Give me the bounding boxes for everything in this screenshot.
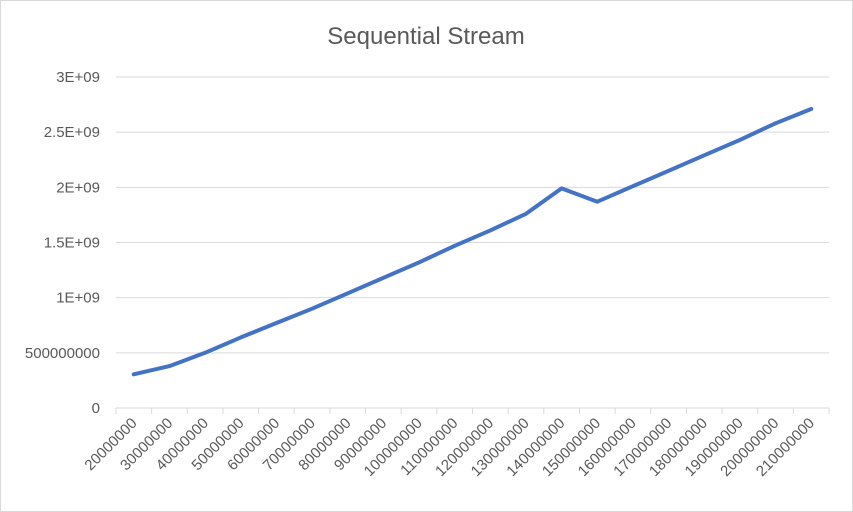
chart-title: Sequential Stream	[327, 23, 524, 50]
x-axis: 2000000030000000400000005000000060000000…	[81, 408, 830, 480]
y-axis: 0 500000000 1E+09 1.5E+09 2E+09 2.5E+09 3E+09	[25, 69, 100, 417]
y-tick-label: 1.5E+09	[44, 235, 100, 252]
gridlines	[116, 76, 829, 409]
y-tick-label: 2.5E+09	[44, 124, 100, 141]
y-tick-label: 1E+09	[56, 290, 100, 307]
y-tick-label: 2E+09	[56, 179, 100, 196]
series-line	[131, 107, 814, 377]
y-tick-label: 3E+09	[56, 69, 100, 86]
y-tick-label: 0	[92, 400, 100, 417]
series-layer	[131, 107, 814, 377]
y-tick-label: 500000000	[25, 345, 100, 362]
